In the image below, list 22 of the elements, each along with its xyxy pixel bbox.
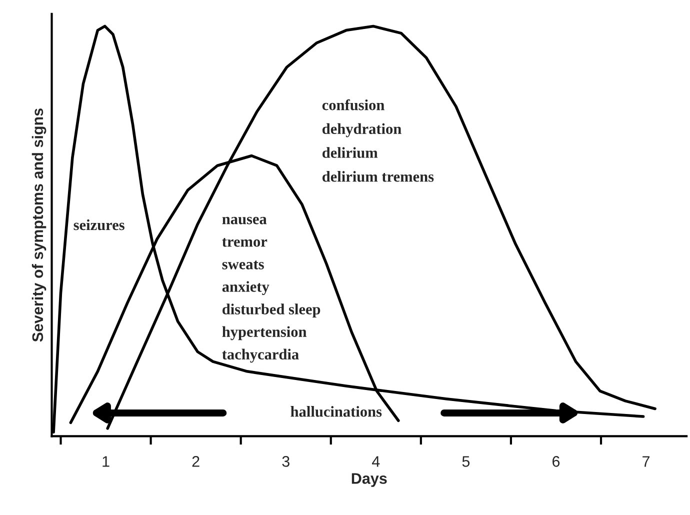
annotation: disturbed sleep [222, 304, 320, 318]
annotation: hallucinations [290, 406, 382, 417]
x-tick-label: 1 [102, 456, 110, 467]
x-tick-label: 5 [462, 456, 470, 467]
annotation: seizures [74, 219, 124, 230]
annotation: hypertension [222, 326, 307, 340]
annotation: confusion [322, 99, 384, 110]
annotation: dehydration [322, 123, 402, 138]
annotation: anxiety [222, 281, 270, 296]
annotation: delirium tremens [322, 171, 434, 182]
annotation: nausea [222, 216, 267, 224]
x-axis-title: Days [352, 473, 387, 487]
annotation: tremor [222, 238, 268, 247]
x-tick-label: 3 [282, 456, 290, 467]
annotation: delirium [322, 147, 378, 158]
x-tick-label: 4 [372, 456, 380, 467]
x-tick-label: 2 [192, 456, 200, 467]
annotation: sweats [222, 260, 264, 270]
x-tick-label: 7 [642, 456, 650, 467]
y-axis-title: Severity of symptoms and signs [32, 108, 46, 342]
annotation: tachycardia [222, 348, 299, 363]
x-tick-label: 6 [552, 456, 560, 467]
